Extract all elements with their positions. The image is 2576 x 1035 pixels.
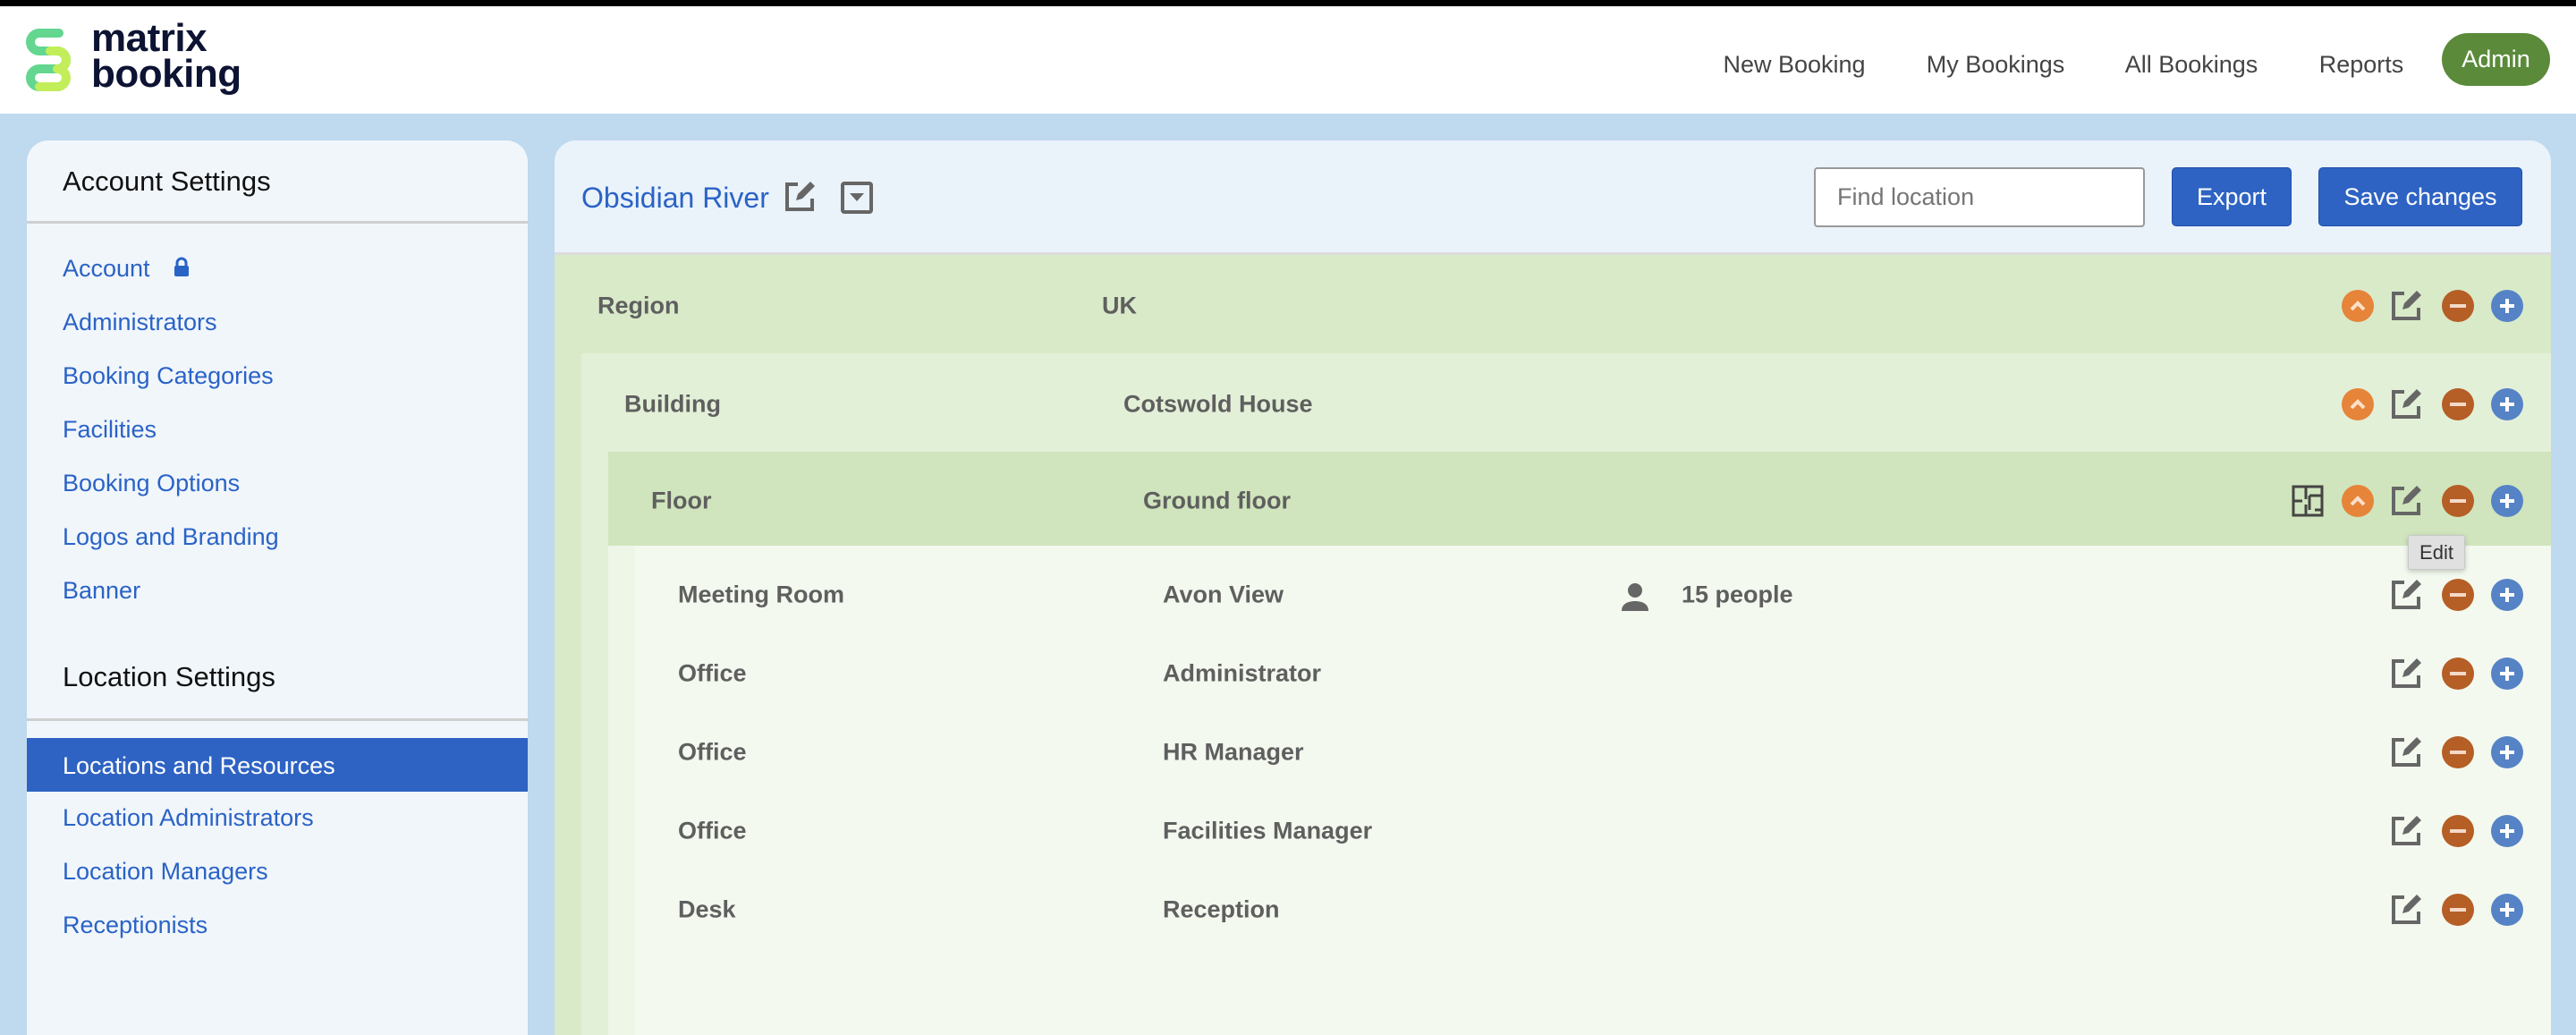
edit-icon[interactable] — [2390, 388, 2422, 420]
sidebar-item-receptionists[interactable]: Receptionists — [63, 912, 208, 938]
location-name: UK — [1102, 292, 1137, 319]
admin-button[interactable]: Admin — [2442, 33, 2550, 86]
edit-icon[interactable] — [2390, 290, 2422, 322]
edit-icon[interactable] — [784, 181, 816, 213]
organisation-title[interactable]: Obsidian River — [581, 182, 769, 214]
remove-icon[interactable] — [2442, 894, 2474, 926]
edit-icon[interactable] — [2390, 894, 2422, 926]
capacity: 15 people — [1682, 581, 1793, 608]
location-name: HR Manager — [1163, 738, 1304, 766]
floor-plan-icon[interactable] — [2292, 485, 2324, 517]
account-settings-heading: Account Settings — [63, 165, 271, 197]
edit-icon[interactable] — [2390, 815, 2422, 847]
remove-icon[interactable] — [2442, 657, 2474, 690]
sidebar-item-banner[interactable]: Banner — [63, 577, 141, 604]
sidebar-item-location-administrators[interactable]: Location Administrators — [63, 804, 314, 831]
nav-reports[interactable]: Reports — [2318, 51, 2404, 78]
sidebar-item-label: Account — [63, 255, 150, 282]
sidebar-item-booking-categories[interactable]: Booking Categories — [63, 362, 274, 389]
floor-row-bg — [608, 452, 2551, 546]
header: matrix booking New Booking My Bookings Al… — [0, 6, 2576, 114]
remove-icon[interactable] — [2442, 388, 2474, 420]
sidebar-item-administrators[interactable]: Administrators — [63, 309, 217, 335]
location-type: Floor — [651, 487, 712, 514]
sidebar-item-account[interactable]: Account — [63, 255, 191, 283]
remove-icon[interactable] — [2442, 579, 2474, 611]
edit-tooltip: Edit — [2408, 535, 2465, 570]
add-icon[interactable] — [2491, 290, 2523, 322]
location-name: Avon View — [1163, 581, 1284, 608]
person-icon — [1622, 583, 1648, 611]
sidebar-item-active-bg — [27, 738, 528, 792]
add-icon[interactable] — [2491, 815, 2523, 847]
sidebar-item-locations-resources[interactable]: Locations and Resources — [63, 752, 335, 779]
remove-icon[interactable] — [2442, 290, 2474, 322]
location-settings-heading: Location Settings — [63, 661, 275, 692]
sidebar-item-location-managers[interactable]: Location Managers — [63, 858, 268, 885]
add-icon[interactable] — [2491, 579, 2523, 611]
location-type: Region — [597, 292, 680, 319]
location-name: Cotswold House — [1123, 390, 1313, 418]
logo-icon — [26, 29, 71, 91]
divider — [27, 221, 528, 224]
location-name: Facilities Manager — [1163, 817, 1373, 844]
location-name: Reception — [1163, 895, 1280, 923]
add-icon[interactable] — [2491, 485, 2523, 517]
add-icon[interactable] — [2491, 894, 2523, 926]
nav-new-booking[interactable]: New Booking — [1723, 51, 1866, 78]
location-type: Meeting Room — [678, 581, 844, 608]
move-up-icon[interactable] — [2342, 485, 2374, 517]
edit-icon[interactable] — [2390, 657, 2422, 690]
location-type: Desk — [678, 895, 736, 923]
divider — [27, 718, 528, 721]
edit-icon[interactable] — [2390, 485, 2422, 517]
nav-my-bookings[interactable]: My Bookings — [1926, 51, 2065, 78]
logo[interactable]: matrix booking — [91, 16, 242, 96]
location-type: Office — [678, 659, 747, 687]
location-type: Office — [678, 817, 747, 844]
find-location-input[interactable] — [1814, 167, 2145, 227]
remove-icon[interactable] — [2442, 485, 2474, 517]
move-up-icon[interactable] — [2342, 388, 2374, 420]
add-icon[interactable] — [2491, 388, 2523, 420]
main-header: Obsidian River Export Save changes — [555, 140, 2551, 255]
add-icon[interactable] — [2491, 736, 2523, 768]
location-type: Building — [624, 390, 721, 418]
sidebar: Account Settings Account Administrators … — [27, 140, 528, 1035]
sidebar-item-booking-options[interactable]: Booking Options — [63, 470, 241, 496]
location-name: Ground floor — [1143, 487, 1291, 514]
location-type: Office — [678, 738, 747, 766]
remove-icon[interactable] — [2442, 736, 2474, 768]
sidebar-item-logos-branding[interactable]: Logos and Branding — [63, 523, 279, 550]
export-button[interactable]: Export — [2172, 167, 2292, 226]
dropdown-icon[interactable] — [841, 182, 873, 214]
location-name: Administrator — [1163, 659, 1322, 687]
nav-all-bookings[interactable]: All Bookings — [2124, 51, 2258, 78]
remove-icon[interactable] — [2442, 815, 2474, 847]
sidebar-item-facilities[interactable]: Facilities — [63, 416, 157, 443]
add-icon[interactable] — [2491, 657, 2523, 690]
resource-container — [635, 546, 2551, 1035]
move-up-icon[interactable] — [2342, 290, 2374, 322]
save-changes-button[interactable]: Save changes — [2318, 167, 2522, 226]
edit-icon[interactable] — [2390, 579, 2422, 611]
main-panel: Obsidian River Export Save changes Regio… — [555, 140, 2551, 1035]
top-bar — [0, 0, 2576, 6]
logo-line2: booking — [91, 52, 242, 96]
logo-line1: matrix — [91, 16, 208, 60]
edit-icon[interactable] — [2390, 736, 2422, 768]
lock-icon — [174, 257, 190, 276]
